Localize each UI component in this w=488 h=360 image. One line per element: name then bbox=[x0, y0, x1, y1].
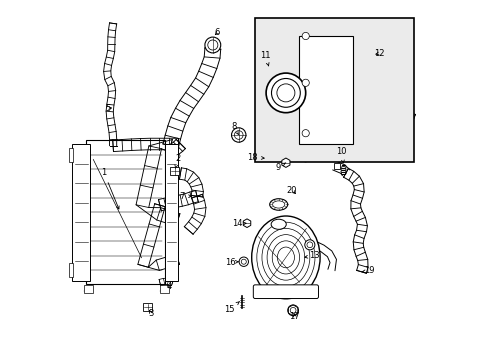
Text: 16: 16 bbox=[225, 258, 239, 266]
Text: 14: 14 bbox=[232, 219, 245, 228]
Bar bbox=[69, 263, 73, 277]
Text: 11: 11 bbox=[260, 51, 270, 66]
Circle shape bbox=[207, 40, 218, 50]
Text: 17: 17 bbox=[289, 312, 300, 321]
Circle shape bbox=[231, 128, 245, 142]
Circle shape bbox=[241, 259, 246, 264]
Bar bbox=[298, 36, 352, 144]
Text: 19: 19 bbox=[361, 266, 374, 275]
Polygon shape bbox=[281, 158, 289, 167]
Circle shape bbox=[234, 131, 243, 139]
Bar bbox=[255, 18, 413, 162]
Circle shape bbox=[302, 79, 309, 86]
Text: 4: 4 bbox=[166, 282, 171, 291]
Text: 18: 18 bbox=[246, 153, 264, 162]
Circle shape bbox=[289, 307, 295, 313]
Circle shape bbox=[276, 84, 294, 102]
FancyBboxPatch shape bbox=[170, 167, 179, 175]
Text: 15: 15 bbox=[224, 301, 239, 314]
Text: 2: 2 bbox=[175, 154, 180, 168]
FancyBboxPatch shape bbox=[253, 285, 318, 298]
Circle shape bbox=[239, 257, 248, 266]
Ellipse shape bbox=[269, 199, 287, 210]
Circle shape bbox=[302, 32, 309, 40]
Text: 1: 1 bbox=[102, 168, 119, 209]
Bar bbox=[72, 144, 89, 281]
Text: 10: 10 bbox=[336, 148, 346, 163]
Ellipse shape bbox=[270, 219, 285, 229]
Text: 8: 8 bbox=[230, 122, 238, 134]
Text: 12: 12 bbox=[373, 49, 384, 58]
Circle shape bbox=[304, 240, 314, 250]
FancyBboxPatch shape bbox=[142, 303, 152, 311]
Circle shape bbox=[302, 130, 309, 137]
Ellipse shape bbox=[251, 216, 320, 299]
Text: 7: 7 bbox=[179, 192, 191, 201]
Text: 13: 13 bbox=[304, 251, 319, 260]
Ellipse shape bbox=[272, 201, 284, 208]
Text: 6: 6 bbox=[214, 28, 220, 37]
Text: 5: 5 bbox=[105, 104, 111, 112]
Bar bbox=[86, 140, 165, 284]
Text: 3: 3 bbox=[148, 309, 153, 318]
Circle shape bbox=[287, 305, 298, 316]
Circle shape bbox=[306, 242, 312, 248]
Bar bbox=[84, 285, 93, 293]
Bar bbox=[333, 163, 340, 169]
Text: 20: 20 bbox=[286, 186, 297, 194]
Text: 9: 9 bbox=[275, 163, 285, 172]
Circle shape bbox=[271, 78, 300, 107]
Circle shape bbox=[265, 73, 305, 113]
Bar bbox=[165, 144, 178, 281]
Bar bbox=[160, 285, 168, 293]
Bar bbox=[69, 148, 73, 162]
Polygon shape bbox=[243, 219, 250, 228]
Circle shape bbox=[204, 37, 220, 53]
